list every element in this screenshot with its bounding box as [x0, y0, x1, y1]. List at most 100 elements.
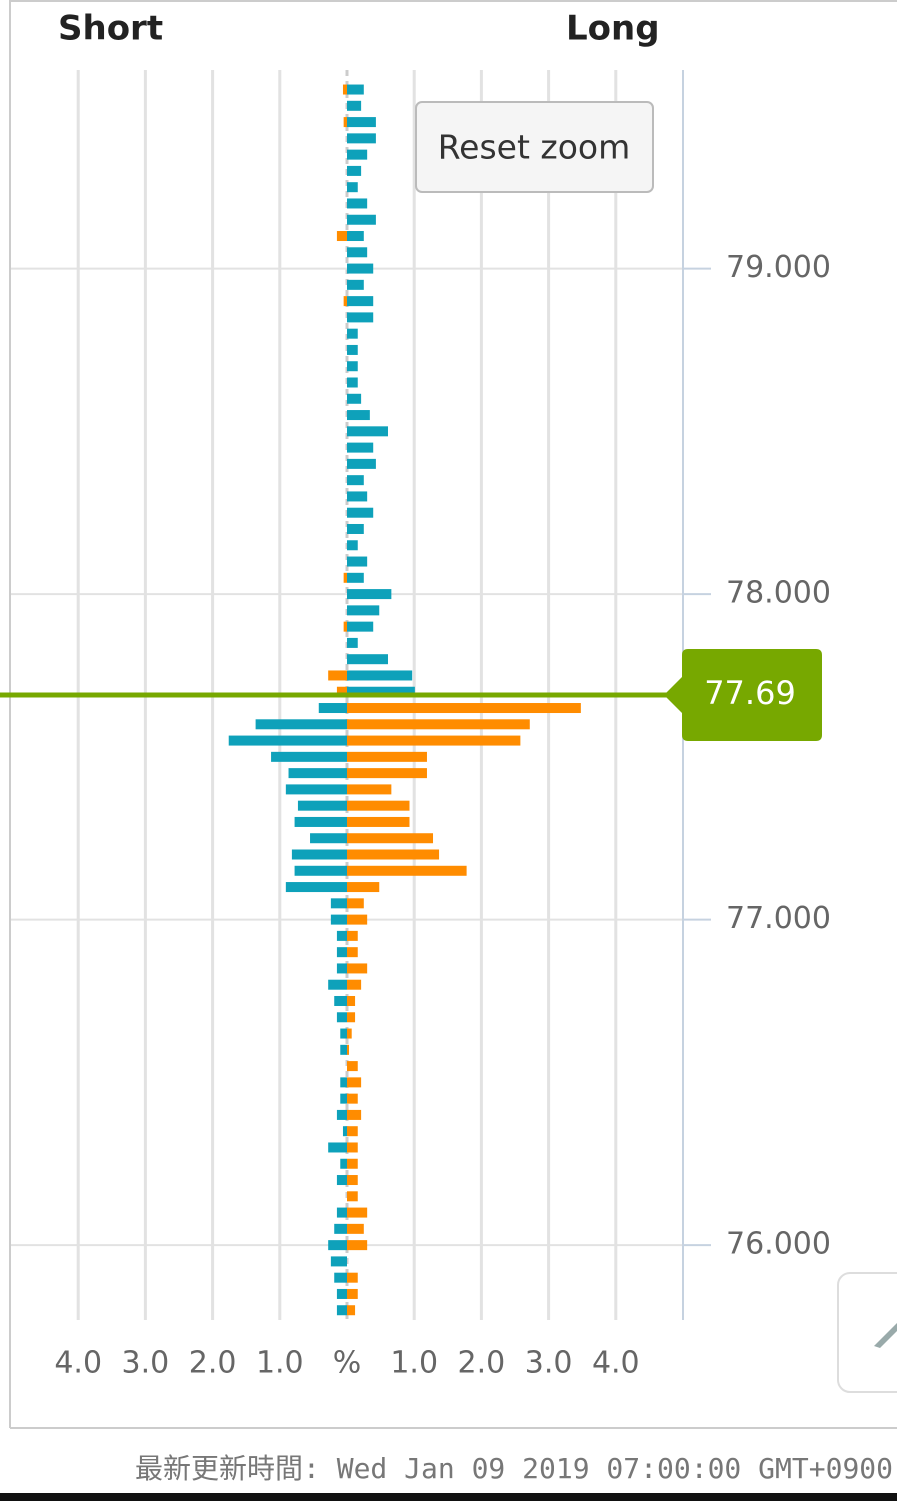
bar: [347, 605, 380, 616]
bar: [347, 654, 388, 665]
bar: [347, 930, 358, 941]
bar: [347, 214, 376, 225]
bar: [340, 1158, 347, 1169]
reset-zoom-label[interactable]: Reset zoom: [438, 128, 631, 167]
bar: [347, 1012, 356, 1023]
bar: [347, 1093, 358, 1104]
bar: [347, 768, 427, 779]
edit-button-box[interactable]: [837, 1272, 897, 1393]
bar: [347, 995, 356, 1006]
bar: [336, 231, 347, 242]
bar: [347, 947, 358, 958]
bar: [336, 1288, 347, 1299]
bar: [347, 279, 364, 290]
bar: [347, 523, 364, 534]
bar: [328, 670, 347, 681]
bar: [340, 1044, 347, 1055]
bar: [336, 686, 347, 697]
y-tick-label: 76.000: [726, 1227, 831, 1262]
bar: [347, 914, 368, 925]
bar: [347, 165, 362, 176]
bar: [347, 100, 362, 111]
bar: [347, 1191, 358, 1202]
y-tick-label: 77.000: [726, 901, 831, 936]
bar: [347, 751, 427, 762]
x-tick-label: 2.0: [458, 1346, 506, 1381]
bar: [336, 947, 347, 958]
x-tick-label: 4.0: [54, 1346, 102, 1381]
bar: [228, 735, 347, 746]
x-tick-label: 3.0: [122, 1346, 170, 1381]
bar: [347, 686, 415, 697]
y-tick-label: 78.000: [726, 576, 831, 611]
bar: [294, 816, 347, 827]
bar: [347, 979, 362, 990]
bar: [334, 995, 347, 1006]
bar: [347, 410, 370, 421]
bar: [310, 833, 347, 844]
bar: [330, 898, 347, 909]
bar: [347, 1207, 368, 1218]
bar: [347, 312, 374, 323]
bar: [347, 377, 358, 388]
bar: [255, 719, 347, 730]
bar: [347, 507, 374, 518]
bar: [336, 1012, 347, 1023]
bar: [285, 882, 347, 893]
bar: [347, 1158, 358, 1169]
bar: [347, 540, 358, 551]
x-tick-label: 1.0: [256, 1346, 304, 1381]
bar: [347, 1142, 358, 1153]
reset-zoom-box[interactable]: [415, 101, 654, 193]
bar: [347, 133, 376, 144]
bar: [347, 1223, 364, 1234]
bar: [334, 1223, 347, 1234]
footer-timestamp: 最新更新時間: Wed Jan 09 2019 07:00:00 GMT+090…: [135, 1452, 893, 1485]
bar: [347, 1288, 358, 1299]
bar: [342, 84, 347, 95]
edit-icon[interactable]: [874, 1323, 897, 1348]
bar: [343, 117, 347, 128]
current-price-tag: [664, 649, 822, 741]
bar: [318, 703, 347, 714]
bar: [343, 296, 347, 307]
bar: [347, 328, 358, 339]
bar: [347, 393, 362, 404]
bar: [347, 1077, 362, 1088]
bar: [294, 865, 347, 876]
bar: [347, 637, 358, 648]
bar: [336, 1109, 347, 1120]
bar: [347, 475, 364, 486]
bar: [347, 296, 374, 307]
bar: [343, 621, 347, 632]
bar: [336, 1305, 347, 1316]
x-tick-label: 4.0: [592, 1346, 640, 1381]
bar: [347, 442, 374, 453]
bar: [334, 1272, 347, 1283]
bar: [347, 556, 368, 567]
bar: [347, 963, 368, 974]
bar: [347, 198, 368, 209]
bar: [336, 1207, 347, 1218]
x-tick-label: 2.0: [189, 1346, 237, 1381]
bar: [347, 84, 364, 95]
bar: [347, 865, 467, 876]
bar: [347, 426, 388, 437]
bar: [347, 784, 392, 795]
bar: [347, 882, 380, 893]
bar: [347, 800, 410, 811]
bar: [347, 621, 374, 632]
y-tick-label: 79.000: [726, 250, 831, 285]
bar: [328, 1142, 347, 1153]
bar: [330, 914, 347, 925]
edit-button[interactable]: [837, 1272, 897, 1393]
bar: [347, 458, 376, 469]
bar: [297, 800, 347, 811]
current-price-label: 77.69: [704, 674, 796, 712]
bar: [347, 1240, 368, 1251]
bar: [347, 1175, 358, 1186]
bar: [347, 344, 358, 355]
reset-zoom-button[interactable]: Reset zoom: [415, 101, 654, 193]
bar: [347, 670, 413, 681]
bar: [347, 247, 368, 258]
